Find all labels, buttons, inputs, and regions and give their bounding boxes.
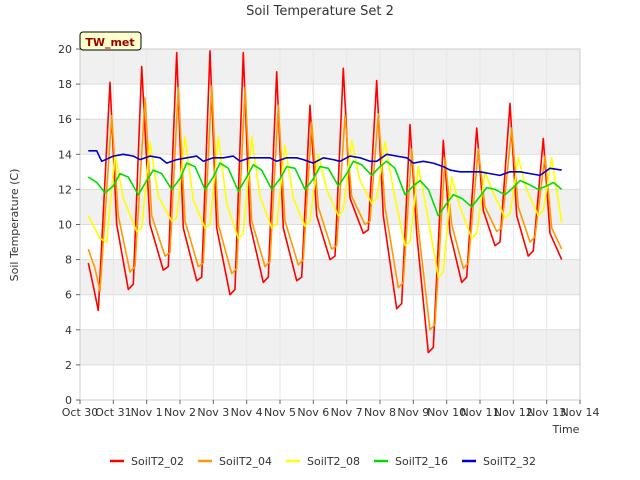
site-label-background bbox=[79, 31, 142, 51]
x-tick-label: Nov 10 bbox=[427, 406, 466, 419]
series-line-soilt2_32 bbox=[88, 150, 562, 177]
x-axis-label: Time bbox=[552, 423, 580, 436]
y-tick-label: 18 bbox=[58, 78, 72, 91]
legend-label-soilt2_04: SoilT2_04 bbox=[219, 455, 272, 468]
x-tick-label: Nov 2 bbox=[164, 406, 196, 419]
legend-label-soilt2_02: SoilT2_02 bbox=[131, 455, 184, 468]
series-line-soilt2_04 bbox=[87, 85, 563, 331]
x-tick-label: Oct 31 bbox=[95, 406, 132, 419]
y-tick-label: 2 bbox=[65, 359, 72, 372]
x-tick-label: Nov 1 bbox=[131, 406, 163, 419]
grid-band bbox=[80, 119, 580, 155]
series-line-soilt2_16 bbox=[87, 160, 563, 217]
y-axis-label: Soil Temperature (C) bbox=[8, 169, 21, 282]
site-label-box: TW_met bbox=[79, 31, 142, 51]
grid-band bbox=[80, 49, 580, 85]
x-tick-label: Nov 3 bbox=[197, 406, 229, 419]
x-tick-label: Nov 9 bbox=[397, 406, 429, 419]
grid-band bbox=[80, 329, 580, 365]
y-tick-label: 20 bbox=[58, 43, 72, 56]
x-tick-label: Nov 8 bbox=[364, 406, 396, 419]
x-tick-label: Nov 4 bbox=[231, 406, 263, 419]
x-tick-label: Nov 6 bbox=[297, 406, 329, 419]
legend: SoilT2_02 SoilT2_04 SoilT2_08 SoilT2_16 Soil… bbox=[110, 455, 536, 468]
x-tick-label: Oct 30 bbox=[62, 406, 99, 419]
y-tick-label: 14 bbox=[58, 148, 72, 161]
grid-band bbox=[80, 259, 580, 295]
legend-label-soilt2_32: SoilT2_32 bbox=[483, 455, 536, 468]
x-tick-label: Nov 14 bbox=[561, 406, 600, 419]
y-tick-label: 12 bbox=[58, 183, 72, 196]
y-axis: 0 2 4 6 8 10 12 14 16 18 20 bbox=[58, 43, 80, 407]
site-label: TW_met bbox=[85, 36, 134, 49]
x-tick-label: Nov 12 bbox=[494, 406, 533, 419]
plot-area bbox=[79, 48, 581, 401]
x-tick-label: Nov 13 bbox=[527, 406, 566, 419]
legend-label-soilt2_16: SoilT2_16 bbox=[395, 455, 448, 468]
y-tick-label: 10 bbox=[58, 219, 72, 232]
x-tick-label: Nov 5 bbox=[264, 406, 296, 419]
y-tick-label: 6 bbox=[65, 289, 72, 302]
y-tick-label: 8 bbox=[65, 254, 72, 267]
y-tick-label: 4 bbox=[65, 324, 72, 337]
y-tick-label: 0 bbox=[65, 394, 72, 407]
y-tick-label: 16 bbox=[58, 113, 72, 126]
legend-label-soilt2_08: SoilT2_08 bbox=[307, 455, 360, 468]
chart-title: Soil Temperature Set 2 bbox=[246, 4, 394, 19]
x-tick-label: Nov 7 bbox=[331, 406, 363, 419]
x-tick-label: Nov 11 bbox=[461, 406, 500, 419]
